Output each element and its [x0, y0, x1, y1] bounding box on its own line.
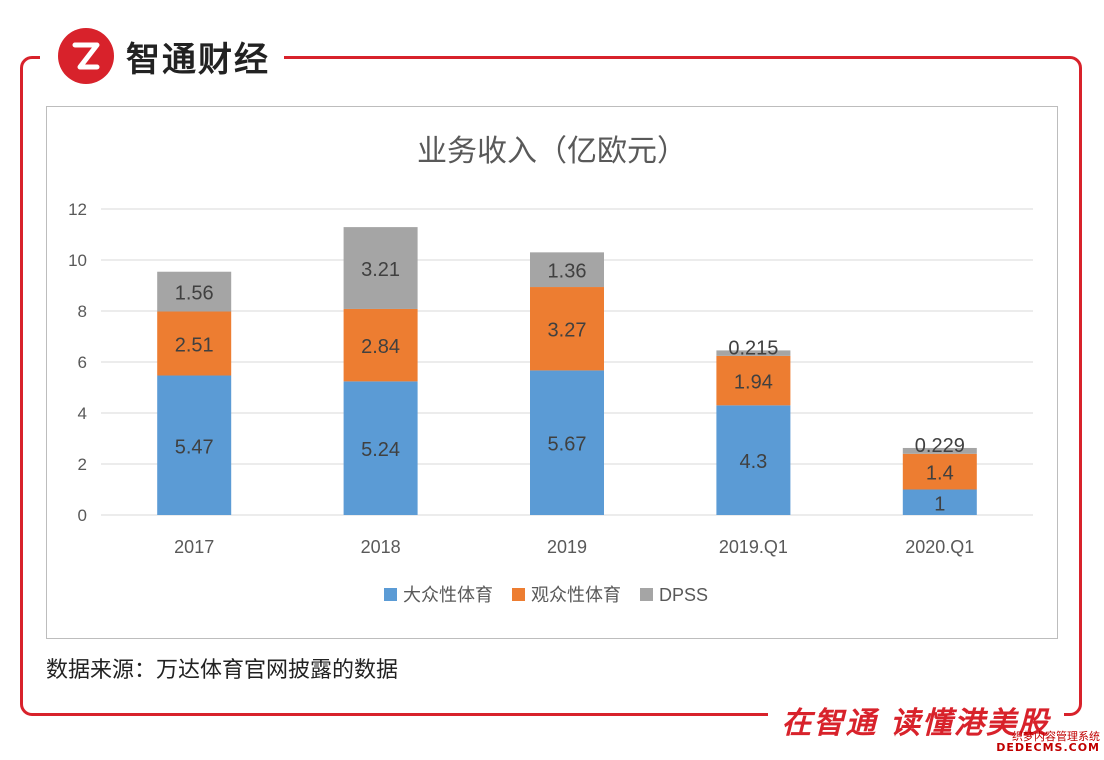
- data-label: 2.51: [175, 335, 214, 357]
- data-label: 1.56: [175, 283, 214, 305]
- x-tick-label: 2020.Q1: [905, 537, 974, 557]
- data-label: 5.67: [548, 434, 587, 456]
- legend-label: 大众性体育: [403, 585, 493, 605]
- bar-segment: [343, 227, 418, 309]
- bar-segment: [902, 447, 977, 454]
- bar-segment: [716, 350, 791, 356]
- x-tick-label: 2017: [174, 537, 214, 557]
- data-label: 1.94: [734, 372, 773, 394]
- watermark: 织梦内容管理系统 DEDECMS.COM: [996, 731, 1100, 754]
- bar-segment: [530, 252, 604, 288]
- legend-swatch: [512, 588, 525, 601]
- x-tick-label: 2018: [361, 537, 401, 557]
- bar-segment: [157, 375, 232, 515]
- data-label: 2.84: [361, 336, 400, 358]
- data-label: 1: [934, 493, 945, 515]
- slogan-text: 在智通 读懂港美股: [781, 706, 1050, 741]
- y-tick-label: 12: [68, 200, 87, 219]
- bar-segment: [343, 381, 418, 515]
- data-label: 0.215: [728, 337, 778, 359]
- legend-swatch: [640, 588, 653, 601]
- bar-segment: [902, 489, 977, 515]
- brand-logo: 智通财经: [40, 18, 284, 94]
- bar-segment: [716, 405, 791, 515]
- legend-swatch: [384, 588, 397, 601]
- bar-segment: [716, 355, 791, 406]
- bar-segment: [157, 271, 232, 312]
- bar-segment: [343, 308, 418, 382]
- stacked-bar-chart: 业务收入（亿欧元） 0 2 4 6 8 10 12 5.47 2.51 1.56 2017 5.24 2.…: [68, 135, 1033, 605]
- data-label: 5.24: [361, 439, 400, 461]
- slogan-banner: 在智通 读懂港美股: [767, 698, 1064, 742]
- data-source-note: 数据来源：万达体育官网披露的数据: [46, 658, 399, 683]
- watermark-line2: DEDECMS.COM: [996, 741, 1100, 755]
- data-label: 5.47: [175, 436, 214, 458]
- data-label: 3.27: [548, 320, 587, 342]
- brand-name: 智通财经: [126, 39, 270, 80]
- chart-panel: 业务收入（亿欧元） 0 2 4 6 8 10 12 5.47 2.51 1.56 2017 5.24 2.…: [46, 106, 1058, 639]
- outer-frame: [20, 56, 1082, 716]
- data-label: 3.21: [361, 259, 400, 281]
- data-label: 4.3: [739, 451, 767, 473]
- legend-label: 观众性体育: [531, 585, 621, 605]
- bar-segment: [157, 311, 232, 376]
- x-tick-label: 2019: [547, 537, 587, 557]
- brand-logo-icon: [58, 28, 114, 84]
- y-tick-label: 10: [68, 251, 87, 270]
- legend-label: DPSS: [659, 585, 708, 605]
- y-tick-label: 8: [78, 302, 87, 321]
- bar-segment: [902, 453, 977, 490]
- bar-segment: [530, 287, 604, 371]
- data-label: 1.4: [926, 463, 954, 485]
- data-label: 1.36: [548, 261, 587, 283]
- y-tick-label: 0: [78, 506, 87, 525]
- bar-segment: [530, 370, 604, 515]
- y-tick-label: 2: [78, 455, 87, 474]
- chart-title: 业务收入（亿欧元）: [417, 135, 687, 168]
- data-label: 0.229: [915, 435, 965, 457]
- watermark-line1: 织梦内容管理系统: [1012, 729, 1100, 743]
- y-tick-label: 4: [78, 404, 87, 423]
- x-tick-label: 2019.Q1: [719, 537, 788, 557]
- y-tick-label: 6: [78, 353, 87, 372]
